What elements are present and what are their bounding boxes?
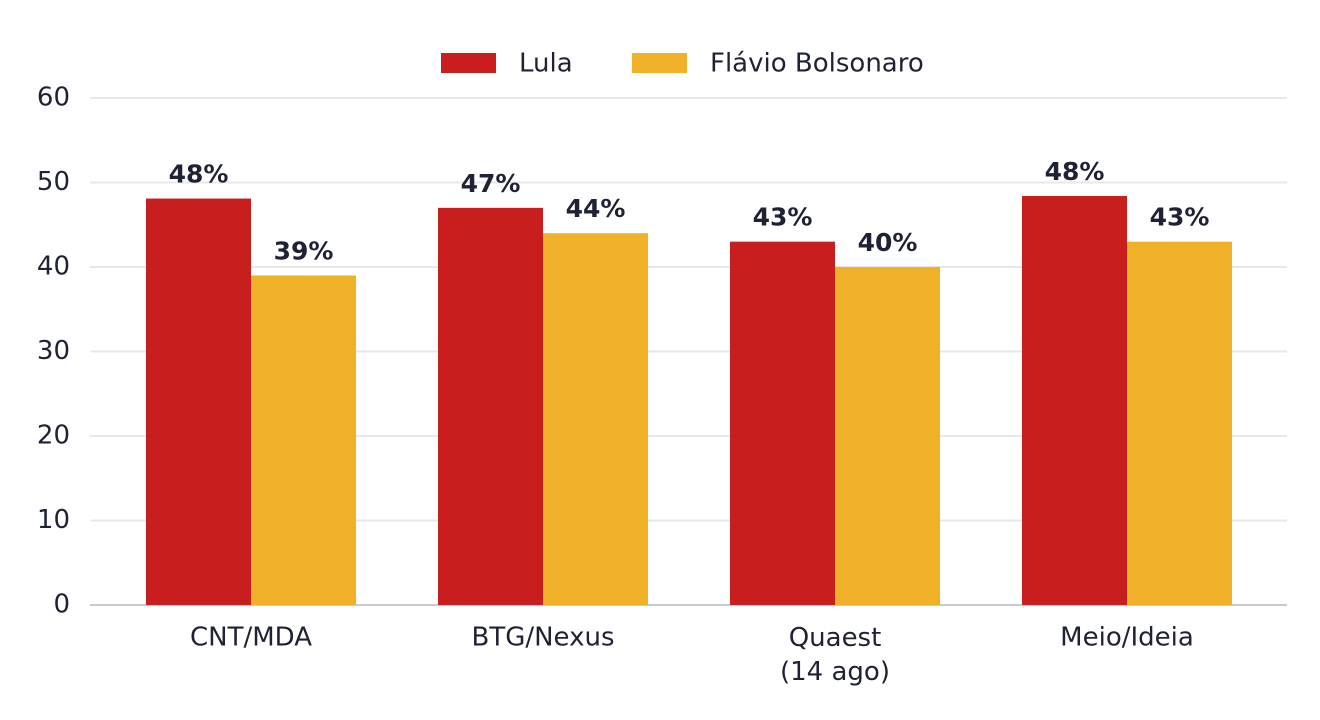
bar (146, 198, 251, 605)
bar (438, 207, 543, 605)
value-label: 47% (461, 169, 521, 198)
x-tick-label: CNT/MDA (190, 623, 312, 653)
value-label: 43% (753, 203, 813, 232)
bar (1022, 196, 1127, 605)
bar (543, 233, 648, 605)
y-tick-label: 0 (53, 590, 70, 620)
bar (835, 267, 940, 605)
value-label: 43% (1150, 203, 1210, 232)
legend-label: Flávio Bolsonaro (710, 49, 924, 79)
y-tick-label: 50 (37, 167, 70, 197)
y-tick-label: 10 (37, 505, 70, 535)
bar (251, 275, 356, 605)
y-tick-label: 20 (37, 421, 70, 451)
bar (1127, 241, 1232, 605)
y-tick-label: 40 (37, 252, 70, 282)
value-label: 40% (858, 228, 918, 257)
value-label: 48% (169, 160, 229, 189)
value-label: 48% (1045, 157, 1105, 186)
value-label: 39% (274, 236, 334, 265)
y-tick-label: 30 (37, 336, 70, 366)
x-tick-label: Quaest (14 ago) (780, 623, 890, 687)
y-tick-label: 60 (37, 83, 70, 113)
bar (730, 241, 835, 605)
x-tick-label: BTG/Nexus (471, 623, 614, 653)
legend-swatch (441, 53, 496, 73)
legend-swatch (632, 53, 687, 73)
value-label: 44% (566, 194, 626, 223)
legend-label: Lula (519, 49, 573, 79)
x-tick-label: Meio/Ideia (1060, 623, 1194, 653)
